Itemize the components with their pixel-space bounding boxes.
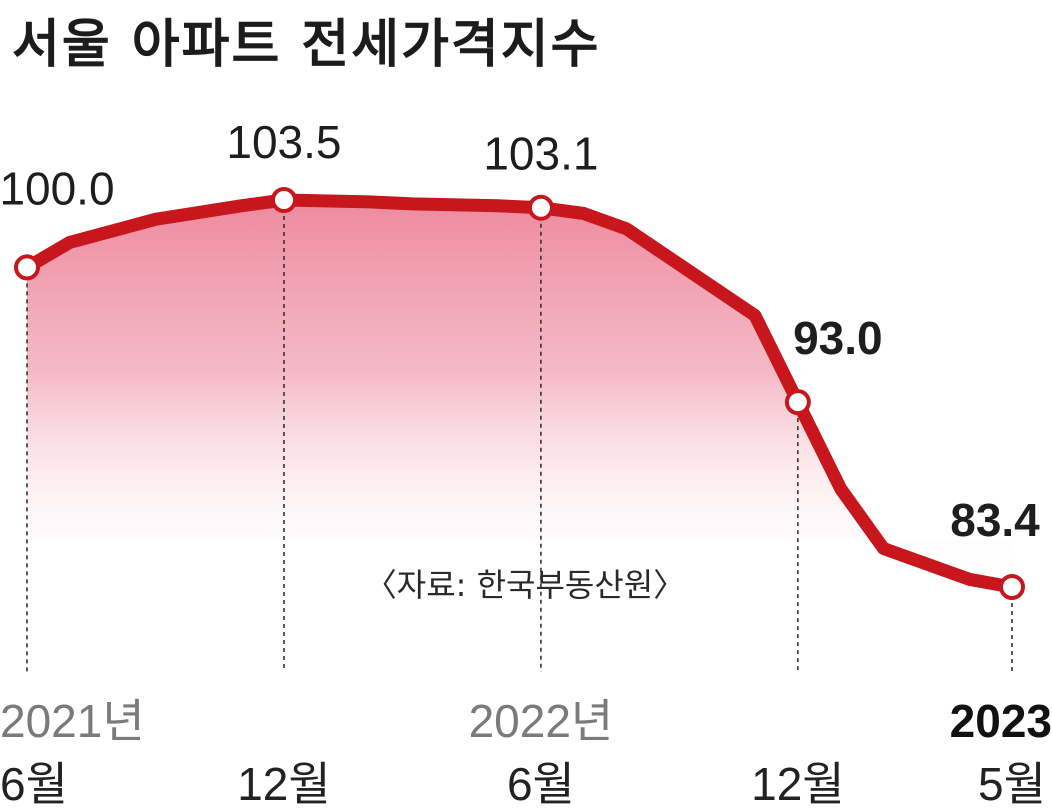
source-note: 〈자료: 한국부동산원〉 <box>365 566 685 604</box>
series-line <box>20 193 1019 594</box>
x-tick-year-label: 2022년 <box>469 695 614 747</box>
data-point-marker <box>527 194 554 221</box>
x-tick-month-label: 12월 <box>237 758 331 810</box>
x-tick-month-label: 6월 <box>507 758 575 810</box>
x-tick-month-label: 5월 <box>978 758 1046 810</box>
data-label: 100.0 <box>0 162 115 214</box>
x-tick-month-label: 12월 <box>751 758 845 810</box>
x-tick-year-label: 2023년 <box>950 695 1052 747</box>
data-point-marker <box>270 187 297 213</box>
data-label: 93.0 <box>793 312 883 364</box>
chart-title: 서울 아파트 전세가격지수 <box>12 15 601 75</box>
data-label: 83.4 <box>950 494 1040 546</box>
data-point-marker <box>14 254 40 281</box>
data-point-marker <box>999 574 1025 600</box>
data-label: 103.5 <box>226 116 341 168</box>
x-tick-year-label: 2021년 <box>0 695 145 747</box>
data-point-marker <box>784 389 811 416</box>
data-label: 103.1 <box>483 128 598 180</box>
area-fill <box>27 200 1012 587</box>
x-tick-month-label: 6월 <box>0 758 68 810</box>
